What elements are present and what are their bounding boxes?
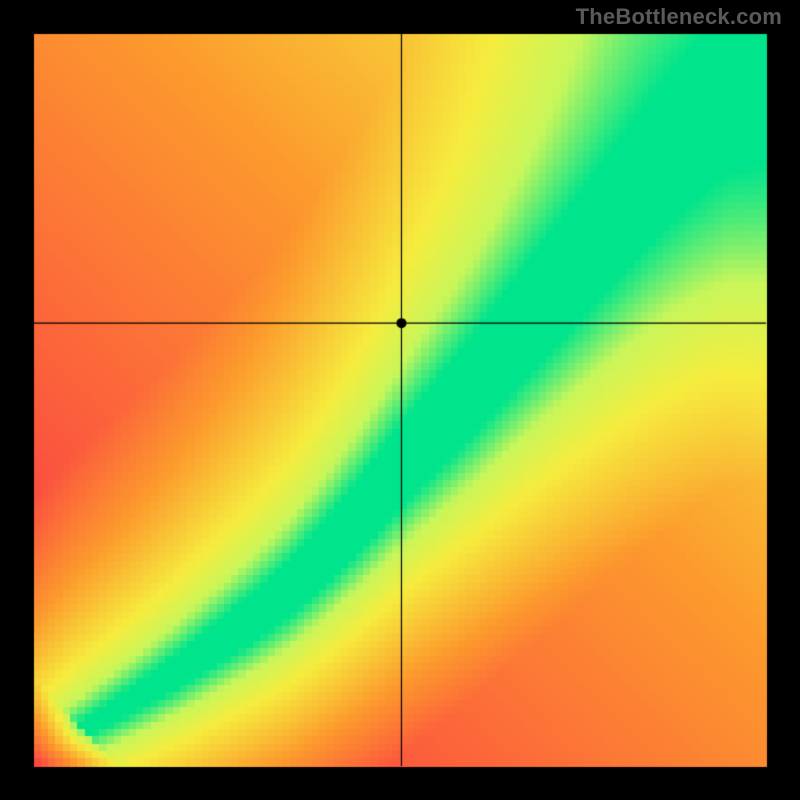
chart-container: TheBottleneck.com bbox=[0, 0, 800, 800]
bottleneck-heatmap bbox=[0, 0, 800, 800]
watermark-text: TheBottleneck.com bbox=[576, 4, 782, 30]
